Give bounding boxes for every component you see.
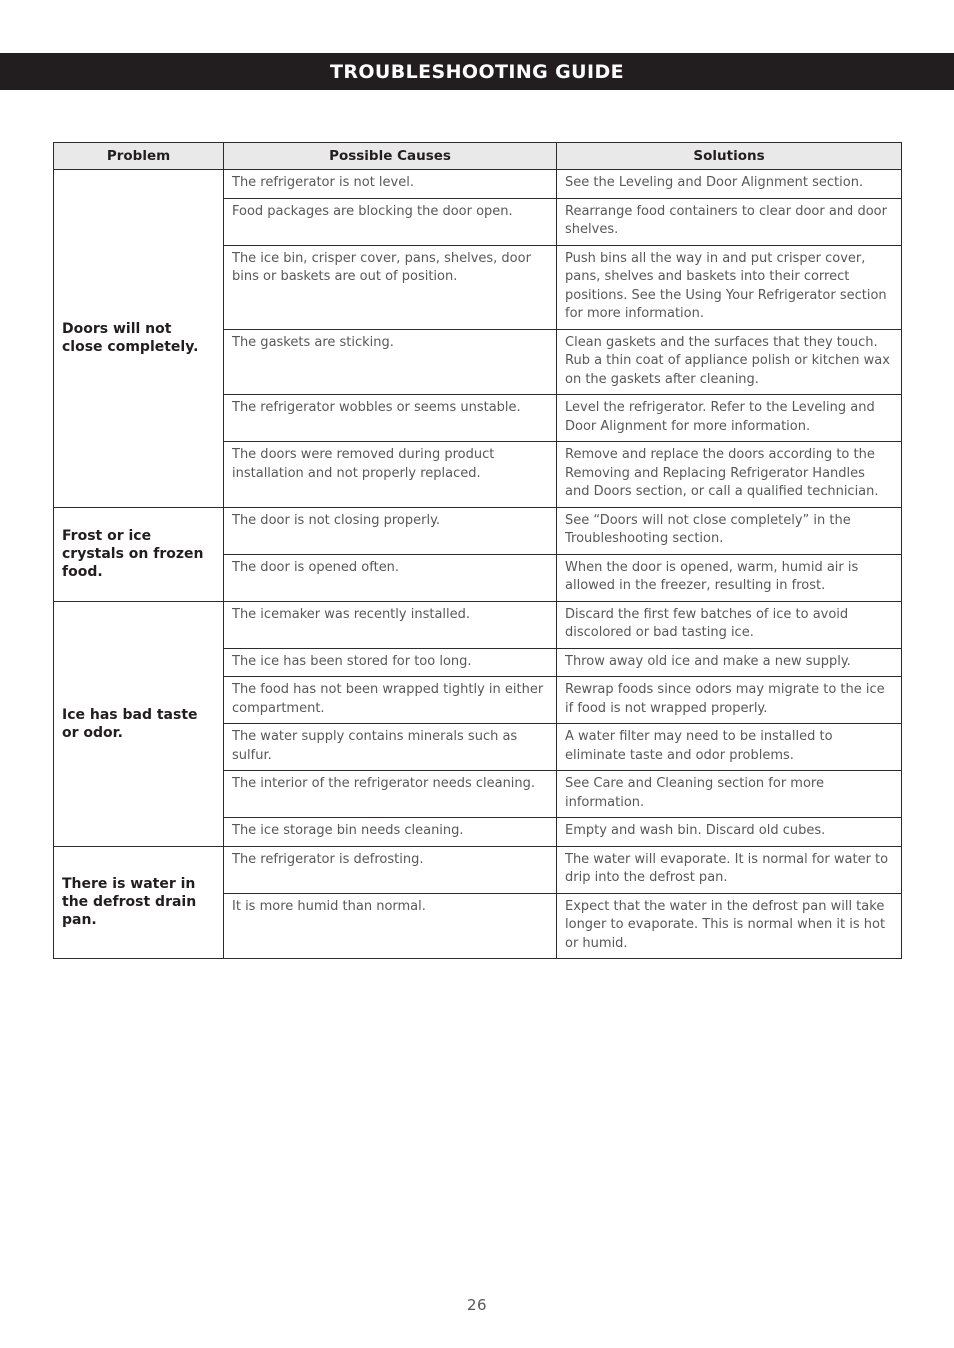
solution-cell: Level the refrigerator. Refer to the Lev… [556,394,902,442]
cause-cell: The refrigerator is defrosting. [223,845,557,894]
page-header-bar: TROUBLESHOOTING GUIDE [0,53,954,90]
table-row: The doors were removed during product in… [54,441,902,508]
solution-cell: See “Doors will not close completely” in… [556,506,902,555]
page-number: 26 [466,1296,488,1314]
problem-cell-water-in-defrost-pan: There is water in the defrost drain pan. [53,845,224,959]
table-row: Food packages are blocking the door open… [54,197,902,246]
table-row: The ice bin, crisper cover, pans, shelve… [54,244,902,330]
table-row: The gaskets are sticking. Clean gaskets … [54,328,902,395]
column-header-solutions: Solutions [556,142,902,170]
solution-cell: Rearrange food containers to clear door … [556,197,902,246]
solution-cell: Empty and wash bin. Discard old cubes. [556,817,902,847]
table-row: The water supply contains minerals such … [54,723,902,771]
table-header-row: Problem Possible Causes Solutions [53,142,902,170]
table-row: Doors will not close completely. The ref… [53,169,902,508]
solution-cell: Throw away old ice and make a new supply… [556,647,902,677]
table-row: Ice has bad taste or odor. The icemaker … [53,600,902,847]
problem-cell-doors-will-not-close: Doors will not close completely. [53,169,224,508]
cause-cell: The refrigerator is not level. [223,169,557,199]
table-row: The interior of the refrigerator needs c… [54,770,902,818]
cause-cell: It is more humid than normal. [223,892,557,959]
cause-cell: The ice has been stored for too long. [223,647,557,677]
table-row: The ice storage bin needs cleaning. Empt… [54,817,902,847]
solution-cell: When the door is opened, warm, humid air… [556,553,902,602]
solution-cell: Expect that the water in the defrost pan… [556,892,902,959]
cause-cell: The refrigerator wobbles or seems unstab… [223,394,557,442]
cause-cell: The door is not closing properly. [223,506,557,555]
solution-cell: Clean gaskets and the surfaces that they… [556,328,902,395]
solution-cell: See the Leveling and Door Alignment sect… [556,169,902,199]
solution-cell: Remove and replace the doors according t… [556,441,902,508]
problem-cell-frost-or-ice-crystals: Frost or ice crystals on frozen food. [53,506,224,602]
table-row: The refrigerator wobbles or seems unstab… [54,394,902,442]
table-row: The door is opened often. When the door … [54,553,902,602]
cause-cell: The food has not been wrapped tightly in… [223,676,557,724]
solution-cell: Rewrap foods since odors may migrate to … [556,676,902,724]
solution-cell: Discard the first few batches of ice to … [556,600,902,649]
problem-cell-ice-bad-taste: Ice has bad taste or odor. [53,600,224,847]
table-row: The ice has been stored for too long. Th… [54,647,902,677]
cause-cell: The ice bin, crisper cover, pans, shelve… [223,244,557,330]
solution-cell: See Care and Cleaning section for more i… [556,770,902,818]
cause-cell: Food packages are blocking the door open… [223,197,557,246]
cause-cell: The water supply contains minerals such … [223,723,557,771]
troubleshooting-table: Problem Possible Causes Solutions Doors … [53,142,902,959]
cause-cell: The interior of the refrigerator needs c… [223,770,557,818]
cause-cell: The gaskets are sticking. [223,328,557,395]
solution-cell: The water will evaporate. It is normal f… [556,845,902,894]
table-row: The food has not been wrapped tightly in… [54,676,902,724]
solution-cell: Push bins all the way in and put crisper… [556,244,902,330]
cause-cell: The doors were removed during product in… [223,441,557,508]
cause-cell: The ice storage bin needs cleaning. [223,817,557,847]
table-row: It is more humid than normal. Expect tha… [54,892,902,959]
column-header-possible-causes: Possible Causes [223,142,557,170]
solution-cell: A water filter may need to be installed … [556,723,902,771]
page-title: TROUBLESHOOTING GUIDE [329,60,624,83]
column-header-problem: Problem [53,142,224,170]
cause-cell: The icemaker was recently installed. [223,600,557,649]
cause-cell: The door is opened often. [223,553,557,602]
table-row: Frost or ice crystals on frozen food. Th… [53,506,902,602]
table-row: There is water in the defrost drain pan.… [53,845,902,959]
